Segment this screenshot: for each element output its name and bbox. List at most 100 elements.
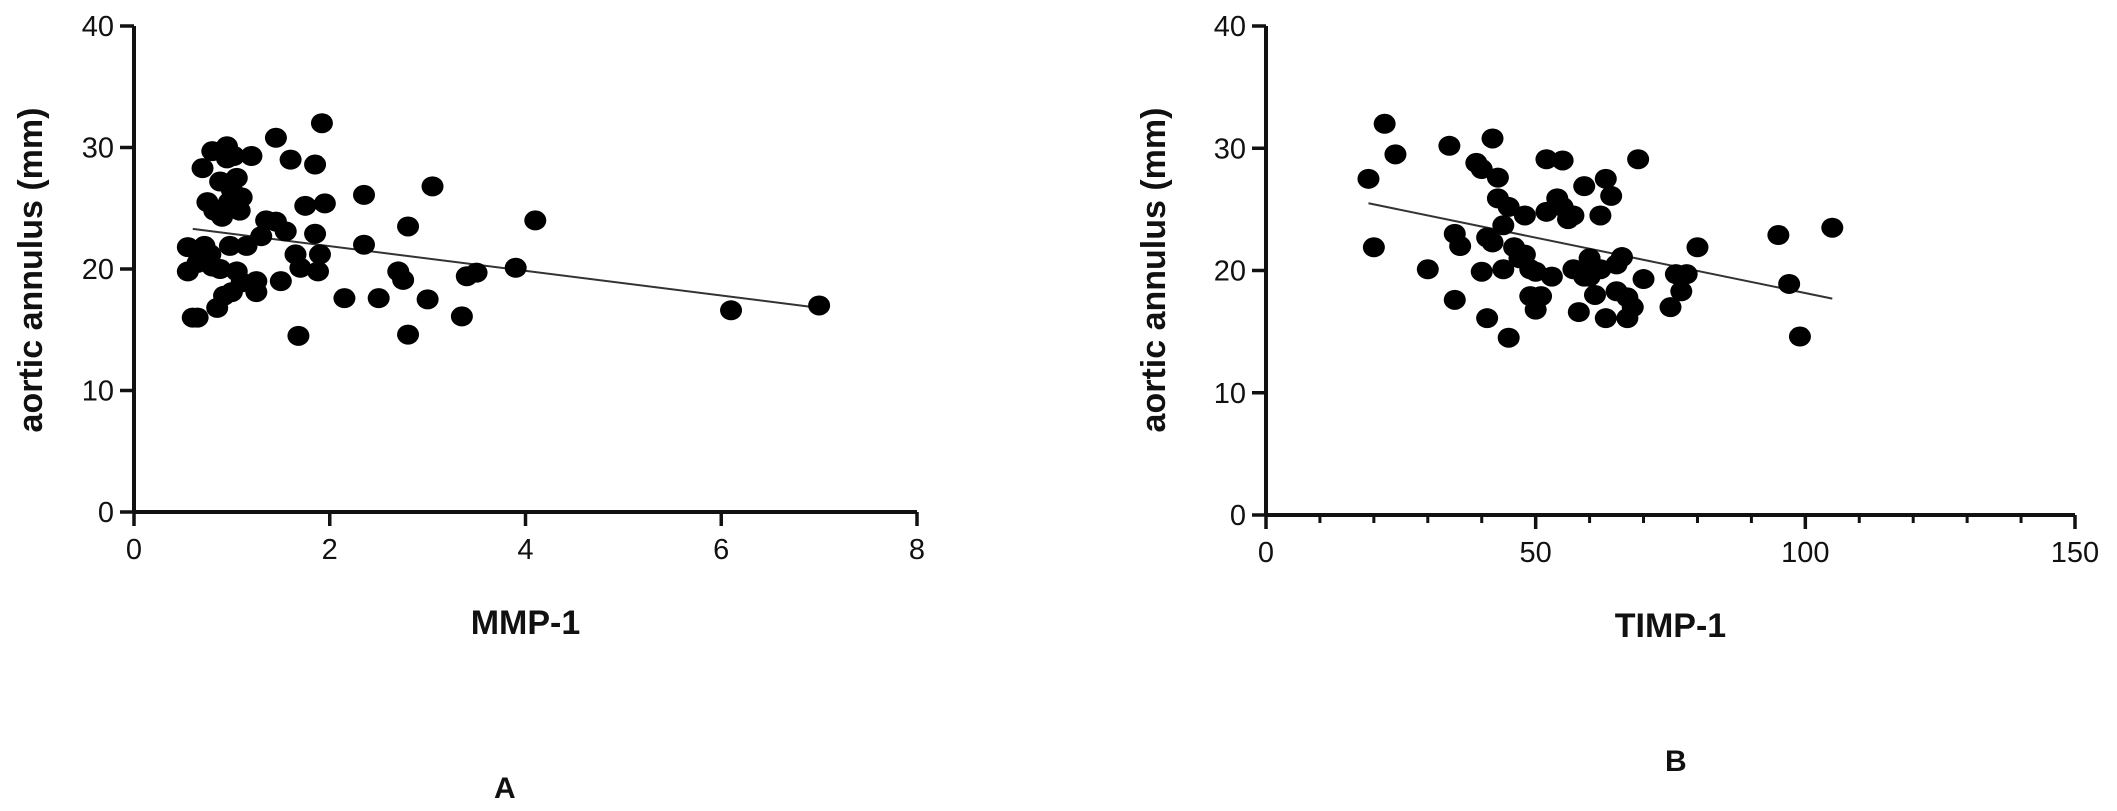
data-point bbox=[1821, 217, 1844, 238]
data-point bbox=[186, 307, 209, 328]
data-point bbox=[1627, 149, 1650, 170]
y-tick-label: 0 bbox=[1230, 500, 1246, 532]
data-point bbox=[230, 187, 253, 208]
data-point bbox=[1438, 135, 1461, 156]
data-point bbox=[1594, 308, 1617, 329]
panel-label-a: A bbox=[494, 772, 516, 805]
data-point bbox=[367, 288, 390, 309]
data-point bbox=[269, 271, 292, 292]
data-point bbox=[1362, 237, 1385, 258]
data-point bbox=[1384, 144, 1407, 165]
data-point bbox=[1373, 113, 1396, 134]
x-axis-title: MMP-1 bbox=[471, 604, 581, 642]
data-point bbox=[209, 259, 232, 279]
data-point bbox=[416, 289, 439, 310]
data-point bbox=[333, 288, 356, 309]
data-point bbox=[353, 184, 376, 205]
data-point bbox=[313, 193, 336, 214]
y-tick-label: 40 bbox=[1214, 11, 1246, 43]
data-point bbox=[392, 269, 415, 290]
data-point bbox=[1476, 308, 1499, 329]
data-point bbox=[308, 244, 331, 265]
data-point bbox=[245, 282, 268, 303]
data-point bbox=[1551, 150, 1574, 171]
data-point bbox=[1686, 237, 1709, 258]
data-point bbox=[1443, 289, 1466, 310]
data-point bbox=[1675, 264, 1698, 285]
regression-line bbox=[1368, 202, 1833, 300]
x-tick-label: 8 bbox=[909, 534, 925, 566]
data-point bbox=[191, 158, 214, 179]
data-point bbox=[307, 261, 330, 282]
data-point bbox=[1513, 205, 1536, 226]
data-point bbox=[279, 149, 302, 170]
data-point bbox=[294, 195, 317, 216]
data-point bbox=[1562, 205, 1585, 226]
data-point bbox=[524, 210, 547, 231]
data-point bbox=[274, 221, 297, 242]
data-point bbox=[1778, 273, 1801, 294]
data-point bbox=[287, 325, 310, 346]
data-point bbox=[1470, 159, 1493, 180]
x-tick-label: 150 bbox=[2051, 537, 2099, 569]
data-point bbox=[1481, 128, 1504, 149]
data-point bbox=[240, 146, 263, 167]
data-point bbox=[397, 324, 420, 345]
data-point bbox=[1621, 297, 1644, 318]
data-point bbox=[1589, 205, 1612, 226]
data-point bbox=[397, 216, 420, 237]
data-point bbox=[1670, 281, 1693, 302]
data-point bbox=[289, 257, 312, 278]
data-point bbox=[1600, 185, 1623, 206]
data-point bbox=[1416, 259, 1439, 280]
data-point bbox=[1659, 297, 1682, 318]
y-tick-label: 20 bbox=[82, 254, 114, 286]
y-axis-title: aortic annulus (mm) bbox=[1135, 108, 1173, 433]
data-point bbox=[1573, 176, 1596, 197]
y-tick-label: 0 bbox=[98, 497, 114, 529]
data-point bbox=[1535, 149, 1558, 170]
y-tick-label: 40 bbox=[82, 11, 114, 43]
data-point bbox=[222, 146, 245, 167]
data-point bbox=[225, 167, 248, 188]
data-point bbox=[218, 235, 241, 256]
y-tick-label: 20 bbox=[1214, 256, 1246, 288]
data-point bbox=[1540, 266, 1563, 287]
x-tick-label: 2 bbox=[322, 534, 338, 566]
data-point bbox=[1497, 327, 1520, 348]
data-point bbox=[1492, 259, 1515, 280]
data-point bbox=[1788, 326, 1811, 347]
data-point bbox=[1567, 302, 1590, 323]
y-axis-title: aortic annulus (mm) bbox=[12, 108, 50, 433]
data-point bbox=[250, 226, 273, 247]
data-point bbox=[1530, 286, 1553, 307]
data-point bbox=[176, 237, 199, 258]
data-point bbox=[1486, 167, 1509, 188]
x-tick-label: 50 bbox=[1520, 537, 1552, 569]
data-point bbox=[1470, 261, 1493, 282]
x-tick-label: 0 bbox=[1258, 537, 1274, 569]
data-point bbox=[264, 127, 287, 148]
data-point bbox=[450, 306, 473, 327]
data-point bbox=[304, 223, 327, 244]
y-tick-label: 10 bbox=[82, 376, 114, 408]
panel-label-b: B bbox=[1665, 745, 1687, 778]
data-point bbox=[304, 154, 327, 175]
data-point bbox=[1583, 284, 1606, 305]
data-point bbox=[720, 300, 743, 321]
data-point bbox=[421, 176, 444, 197]
x-tick-label: 6 bbox=[713, 534, 729, 566]
y-tick-label: 30 bbox=[1214, 133, 1246, 165]
data-point bbox=[1481, 232, 1504, 253]
data-point bbox=[1594, 168, 1617, 189]
data-point bbox=[504, 257, 527, 278]
data-point bbox=[808, 295, 831, 316]
data-point bbox=[353, 234, 376, 255]
x-axis-title: TIMP-1 bbox=[1615, 607, 1726, 645]
x-tick-label: 0 bbox=[126, 534, 142, 566]
data-point bbox=[465, 262, 488, 283]
data-point bbox=[1492, 215, 1515, 236]
data-point bbox=[1497, 196, 1520, 217]
data-point bbox=[1610, 247, 1633, 268]
